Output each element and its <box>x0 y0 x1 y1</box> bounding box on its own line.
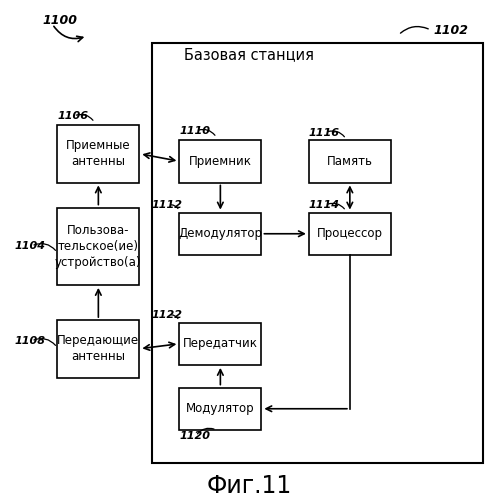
Text: Приемник: Приемник <box>189 155 252 168</box>
Text: Передающие
антенны: Передающие антенны <box>57 334 139 363</box>
Bar <box>179 212 261 255</box>
Text: Память: Память <box>327 155 373 168</box>
Bar <box>179 322 261 365</box>
Bar <box>309 212 391 255</box>
Text: 1114: 1114 <box>309 200 340 210</box>
Text: 1108: 1108 <box>15 336 46 346</box>
Bar <box>152 42 483 463</box>
Text: Передатчик: Передатчик <box>183 337 258 350</box>
Bar <box>179 140 261 182</box>
Text: 1104: 1104 <box>15 241 46 251</box>
Bar <box>57 125 139 182</box>
Text: 1102: 1102 <box>433 24 468 36</box>
Text: Базовая станция: Базовая станция <box>184 48 314 62</box>
Text: Модулятор: Модулятор <box>186 402 254 415</box>
Text: 1112: 1112 <box>152 200 183 210</box>
Text: 1116: 1116 <box>309 128 340 138</box>
Bar <box>57 320 139 378</box>
Bar <box>309 140 391 182</box>
Text: 1110: 1110 <box>179 126 210 136</box>
Text: Процессор: Процессор <box>317 227 383 240</box>
Bar <box>57 208 139 285</box>
Text: 1106: 1106 <box>57 111 88 121</box>
Text: Фиг.11: Фиг.11 <box>206 474 292 498</box>
Bar <box>179 388 261 430</box>
Text: 1100: 1100 <box>42 14 77 28</box>
Text: Приемные
антенны: Приемные антенны <box>66 139 130 168</box>
Text: Пользова-
тельское(ие)
устройство(а): Пользова- тельское(ие) устройство(а) <box>55 224 141 269</box>
Text: Демодулятор: Демодулятор <box>178 227 262 240</box>
Text: 1120: 1120 <box>179 431 210 441</box>
Text: 1122: 1122 <box>152 310 183 320</box>
